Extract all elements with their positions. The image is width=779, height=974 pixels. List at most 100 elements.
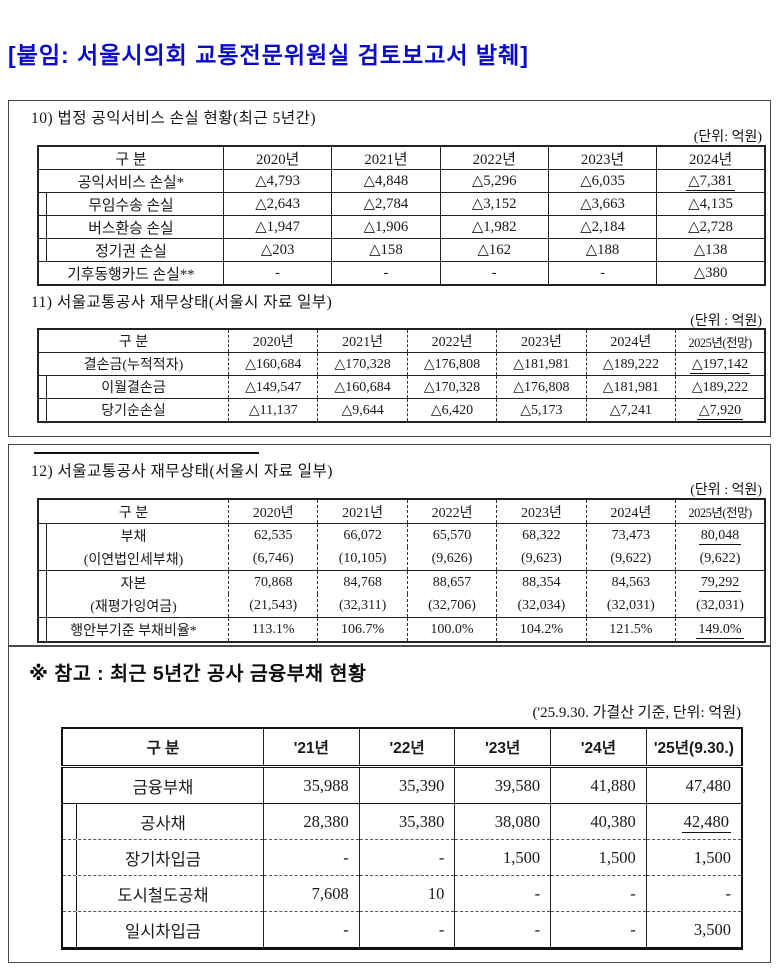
table-cell: △9,644	[317, 398, 408, 422]
table-row: 금융부채 35,988 35,390 39,580 41,880 47,480	[62, 766, 742, 804]
table-row: 기후동행카드 손실** - - - - △380	[37, 261, 766, 286]
table-cell: △4,848	[331, 169, 441, 193]
table-cell: 88,354	[496, 570, 587, 594]
table-cell: (9,622)	[585, 547, 676, 571]
row-label: 당기순손실	[38, 398, 229, 422]
row-label: 공사채	[62, 803, 264, 840]
section11-unit-label: (단위 : 억원)	[690, 314, 762, 329]
table-cell: 66,072	[317, 523, 408, 547]
column-header: 2021년	[317, 328, 408, 353]
table-row: 공사채 28,380 35,380 38,080 40,380 42,480	[62, 803, 742, 840]
table-cell: -	[645, 875, 742, 912]
table-cell: -	[454, 911, 551, 949]
column-header: 2022년	[406, 328, 497, 353]
table-cell: -	[358, 911, 455, 949]
table-row: 이월결손금 △149,547 △160,684 △170,328 △176,808 △18…	[38, 375, 765, 399]
underlined-value: 80,048	[698, 527, 742, 545]
column-header: 2023년	[496, 328, 587, 353]
table-cell: 35,380	[358, 803, 455, 840]
row-label: 기후동행카드 손실**	[37, 261, 224, 286]
table-cell: -	[331, 261, 441, 286]
financial-state-table: 구 분 2020년 2021년 2022년 2023년 2024년 2025년(전망) 부채 6…	[37, 498, 766, 643]
public-service-loss-table: 구 분 2020년 2021년 2022년 2023년 2024년 공익서비스 손실* △4,…	[37, 145, 766, 286]
table-cell: (10,105)	[317, 547, 408, 571]
table-cell: -	[222, 261, 333, 286]
table-cell: 47,480	[645, 766, 742, 804]
table-cell: (9,623)	[496, 547, 587, 571]
table-cell: △5,296	[439, 169, 549, 193]
table-cell: 3,500	[645, 911, 742, 949]
table-cell: (21,543)	[227, 594, 318, 618]
table-cell: △7,920	[675, 398, 765, 422]
column-header: '23년	[454, 728, 551, 768]
document-title: [붙임: 서울시의회 교통전문위원실 검토보고서 발췌]	[8, 42, 529, 68]
table-cell: △188	[547, 238, 658, 262]
table-cell: (9,622)	[675, 547, 765, 571]
row-label: 장기차입금	[62, 839, 264, 876]
table-row: 당기순손실 △11,137 △9,644 △6,420 △5,173 △7,241 △7,9…	[38, 398, 765, 422]
divider-line	[34, 452, 259, 454]
row-label: 결손금(누적적자)	[38, 352, 229, 376]
table-cell: (32,031)	[585, 594, 676, 618]
table-cell: △197,142	[675, 352, 765, 376]
underlined-value: △197,142	[689, 356, 751, 374]
table-cell: △176,808	[406, 352, 497, 376]
table-row: (재평가잉여금) (21,543) (32,311) (32,706) (32,034)…	[38, 594, 765, 618]
table-cell: 41,880	[550, 766, 647, 804]
underlined-value: 79,292	[698, 574, 742, 592]
table-cell: △2,728	[656, 215, 766, 239]
table-cell: (32,031)	[675, 594, 765, 618]
table-row: 도시철도공채 7,608 10- - -	[62, 875, 742, 912]
section11-heading: 11) 서울교통공사 재무상태(서울시 자료 일부)	[31, 294, 333, 311]
table-cell: △6,035	[547, 169, 658, 193]
table-cell: -	[263, 911, 360, 949]
row-label: 도시철도공채	[62, 875, 264, 912]
column-header: 구 분	[37, 145, 224, 170]
reference-heading: ※ 참고 : 최근 5년간 공사 금융부채 현황	[29, 663, 367, 685]
column-header: 2023년	[547, 145, 658, 170]
table-cell: 35,390	[358, 766, 455, 804]
table-row: 공익서비스 손실* △4,793 △4,848 △5,296 △6,035 △7,381	[37, 169, 766, 193]
column-header: '24년	[550, 728, 647, 768]
table-row: (이연법인세부채) (6,746) (10,105) (9,626) (9,623) (9…	[38, 547, 765, 571]
table-cell: △170,328	[317, 352, 408, 376]
deficit-table: 구 분 2020년 2021년 2022년 2023년 2024년 2025년(전망) 결손금…	[37, 328, 766, 423]
table-cell: △189,222	[675, 375, 765, 399]
table-cell: 68,322	[496, 523, 587, 547]
section10-unit-label: (단위: 억원)	[693, 130, 762, 145]
table-cell: △181,981	[496, 352, 587, 376]
table-header-row: 구 분 2020년 2021년 2022년 2023년 2024년	[37, 145, 766, 170]
table-cell: (32,311)	[317, 594, 408, 618]
table-cell: △2,184	[547, 215, 658, 239]
table-cell: △4,135	[656, 192, 766, 216]
reference-unit-label: ('25.9.30. 가결산 기준, 단위: 억원)	[532, 705, 741, 721]
table-cell: 1,500	[550, 839, 647, 876]
table-cell: △4,793	[222, 169, 333, 193]
table-header-row: 구 분 '21년 '22년 '23년 '24년 '25년(9.30.)	[62, 728, 742, 768]
column-header: '25년(9.30.)	[645, 728, 742, 768]
table-cell: (6,746)	[227, 547, 318, 571]
table-cell: 42,480	[645, 803, 742, 840]
column-header: 2020년	[227, 498, 318, 524]
table-cell: △11,137	[227, 398, 318, 422]
table-cell: △6,420	[406, 398, 497, 422]
table-cell: -	[263, 839, 360, 876]
table-cell: 35,988	[263, 766, 360, 804]
column-header: 2024년	[585, 328, 676, 353]
table-cell: 79,292	[675, 570, 765, 594]
table-cell: (32,034)	[496, 594, 587, 618]
column-header: 2024년	[656, 145, 766, 170]
table-row: 일시차입금 - - - -3,500	[62, 911, 742, 949]
row-label: 금융부채	[62, 766, 264, 804]
table-row: 무임수송 손실 △2,643 △2,784 △3,152 △3,663 △4,135	[37, 192, 766, 216]
column-header: 2023년	[496, 498, 587, 524]
table-cell: 40,380	[550, 803, 647, 840]
table-cell: △3,663	[547, 192, 658, 216]
table-cell: △3,152	[439, 192, 549, 216]
column-header: 2024년	[585, 498, 676, 524]
table-cell: -	[439, 261, 549, 286]
table-cell: △170,328	[406, 375, 497, 399]
underlined-value: 42,480	[681, 811, 731, 833]
table-cell: △138	[656, 238, 766, 262]
